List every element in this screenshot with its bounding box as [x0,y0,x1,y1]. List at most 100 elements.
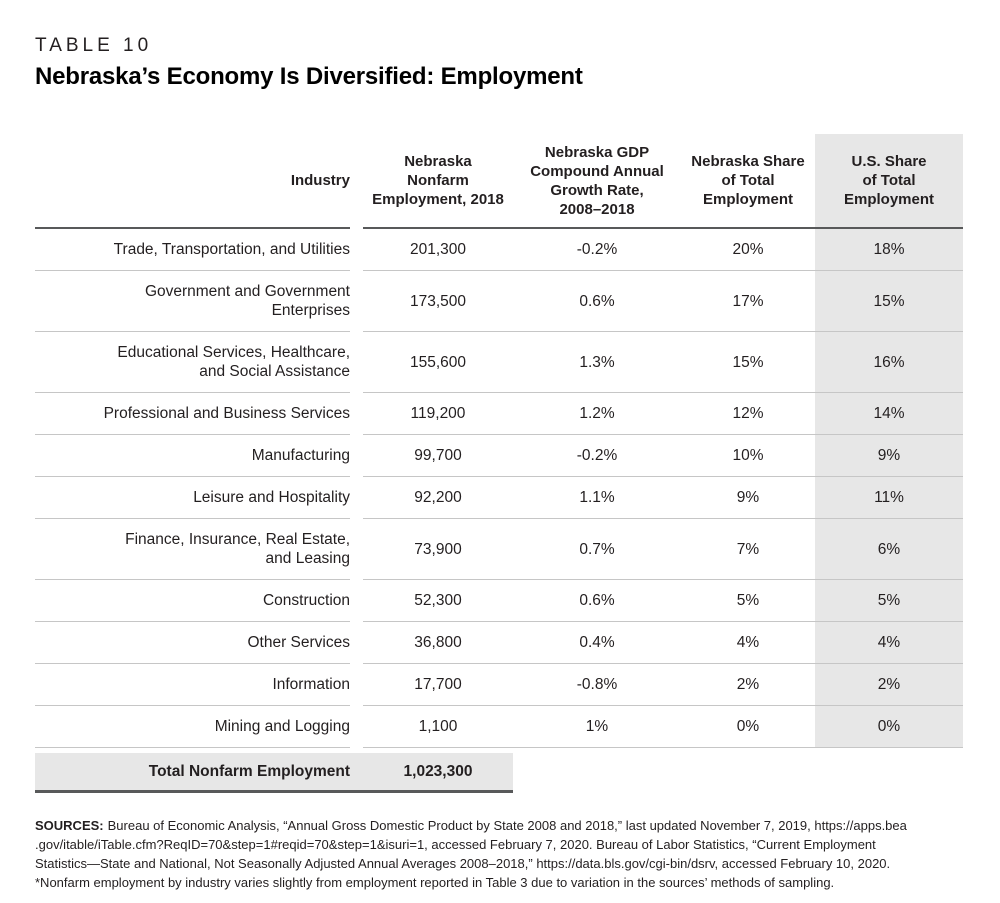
ne-share-cell: 4% [681,621,815,664]
ne-share-cell: 10% [681,434,815,477]
industry-cell: Other Services [35,621,350,664]
col-header-cagr: Nebraska GDP Compound Annual Growth Rate… [513,134,681,229]
cagr-cell: -0.8% [513,663,681,706]
column-gap [350,134,363,228]
ne-share-cell: 17% [681,270,815,332]
column-gap [350,476,363,519]
ne-share-cell: 9% [681,476,815,519]
table-row: Trade, Transportation, and Utilities 201… [35,228,963,271]
ne-share-cell: 20% [681,228,815,271]
column-gap [350,331,363,393]
industry-cell: Government and Government Enterprises [35,270,350,332]
cagr-cell: 0.7% [513,518,681,580]
spacer-row [35,747,963,753]
ne-share-cell: 5% [681,579,815,622]
column-gap [350,434,363,477]
empty-cell [681,753,815,792]
sources-line: SOURCES: Bureau of Economic Analysis, “An… [35,818,907,833]
us-share-cell: 15% [815,270,963,332]
table-row: Finance, Insurance, Real Estate, and Lea… [35,518,963,580]
us-share-cell: 5% [815,579,963,622]
employment-cell: 155,600 [363,331,513,393]
cagr-cell: 0.4% [513,621,681,664]
us-share-cell: 18% [815,228,963,271]
employment-cell: 1,100 [363,705,513,748]
ne-share-cell: 12% [681,392,815,435]
column-gap [350,579,363,622]
employment-cell: 173,500 [363,270,513,332]
column-gap [350,270,363,332]
industry-cell: Finance, Insurance, Real Estate, and Lea… [35,518,350,580]
us-share-cell: 0% [815,705,963,748]
table-header-row: Industry Nebraska Nonfarm Employment, 20… [35,134,963,229]
column-gap [350,705,363,748]
table-row: Educational Services, Healthcare, and So… [35,331,963,393]
column-gap [350,621,363,664]
empty-cell [513,753,681,792]
industry-cell: Information [35,663,350,706]
ne-share-cell: 2% [681,663,815,706]
table-row: Information 17,700 -0.8% 2% 2% [35,663,963,706]
table-row: Manufacturing 99,700 -0.2% 10% 9% [35,434,963,477]
us-share-cell: 6% [815,518,963,580]
us-share-cell: 4% [815,621,963,664]
col-header-employment: Nebraska Nonfarm Employment, 2018 [363,134,513,229]
cagr-cell: 0.6% [513,270,681,332]
column-gap [350,392,363,435]
employment-cell: 73,900 [363,518,513,580]
col-header-ne-share: Nebraska Share of Total Employment [681,134,815,229]
employment-cell: 119,200 [363,392,513,435]
col-header-industry: Industry [35,134,350,229]
table-row: Leisure and Hospitality 92,200 1.1% 9% 1… [35,476,963,519]
us-share-cell: 14% [815,392,963,435]
sources-line: Statistics—State and National, Not Seaso… [35,856,891,871]
ne-share-cell: 15% [681,331,815,393]
total-label-cell: Total Nonfarm Employment [35,753,350,793]
sources-label: SOURCES: [35,818,104,833]
cagr-cell: -0.2% [513,434,681,477]
us-share-cell: 16% [815,331,963,393]
col-header-us-share: U.S. Share of Total Employment [815,134,963,229]
employment-cell: 92,200 [363,476,513,519]
ne-share-cell: 0% [681,705,815,748]
us-share-cell: 2% [815,663,963,706]
cagr-cell: 1.2% [513,392,681,435]
table-row: Construction 52,300 0.6% 5% 5% [35,579,963,622]
total-value-cell: 1,023,300 [363,753,513,793]
cagr-cell: 1% [513,705,681,748]
total-gap-cell [350,753,363,793]
us-share-cell: 9% [815,434,963,477]
cagr-cell: 1.3% [513,331,681,393]
employment-cell: 201,300 [363,228,513,271]
table-row: Government and Government Enterprises 17… [35,270,963,332]
empty-cell [815,753,963,792]
industry-cell: Professional and Business Services [35,392,350,435]
industry-cell: Construction [35,579,350,622]
cagr-cell: 1.1% [513,476,681,519]
us-share-cell: 11% [815,476,963,519]
column-gap [350,228,363,271]
table-row: Mining and Logging 1,100 1% 0% 0% [35,705,963,748]
table-row: Professional and Business Services 119,2… [35,392,963,435]
table-number-kicker: TABLE 10 [35,35,153,56]
total-row: Total Nonfarm Employment 1,023,300 [35,753,963,793]
employment-cell: 36,800 [363,621,513,664]
industry-cell: Educational Services, Healthcare, and So… [35,331,350,393]
employment-cell: 17,700 [363,663,513,706]
industry-cell: Mining and Logging [35,705,350,748]
employment-table: Industry Nebraska Nonfarm Employment, 20… [35,134,963,793]
sources-line: .gov/itable/iTable.cfm?ReqID=70&step=1#r… [35,837,876,852]
employment-cell: 99,700 [363,434,513,477]
table-row: Other Services 36,800 0.4% 4% 4% [35,621,963,664]
cagr-cell: -0.2% [513,228,681,271]
industry-cell: Manufacturing [35,434,350,477]
cagr-cell: 0.6% [513,579,681,622]
column-gap [350,518,363,580]
footnote-line: *Nonfarm employment by industry varies s… [35,875,835,890]
column-gap [350,663,363,706]
sources-note: SOURCES: Bureau of Economic Analysis, “An… [35,816,967,892]
table-title: Nebraska’s Economy Is Diversified: Emplo… [35,63,583,90]
employment-cell: 52,300 [363,579,513,622]
industry-cell: Leisure and Hospitality [35,476,350,519]
